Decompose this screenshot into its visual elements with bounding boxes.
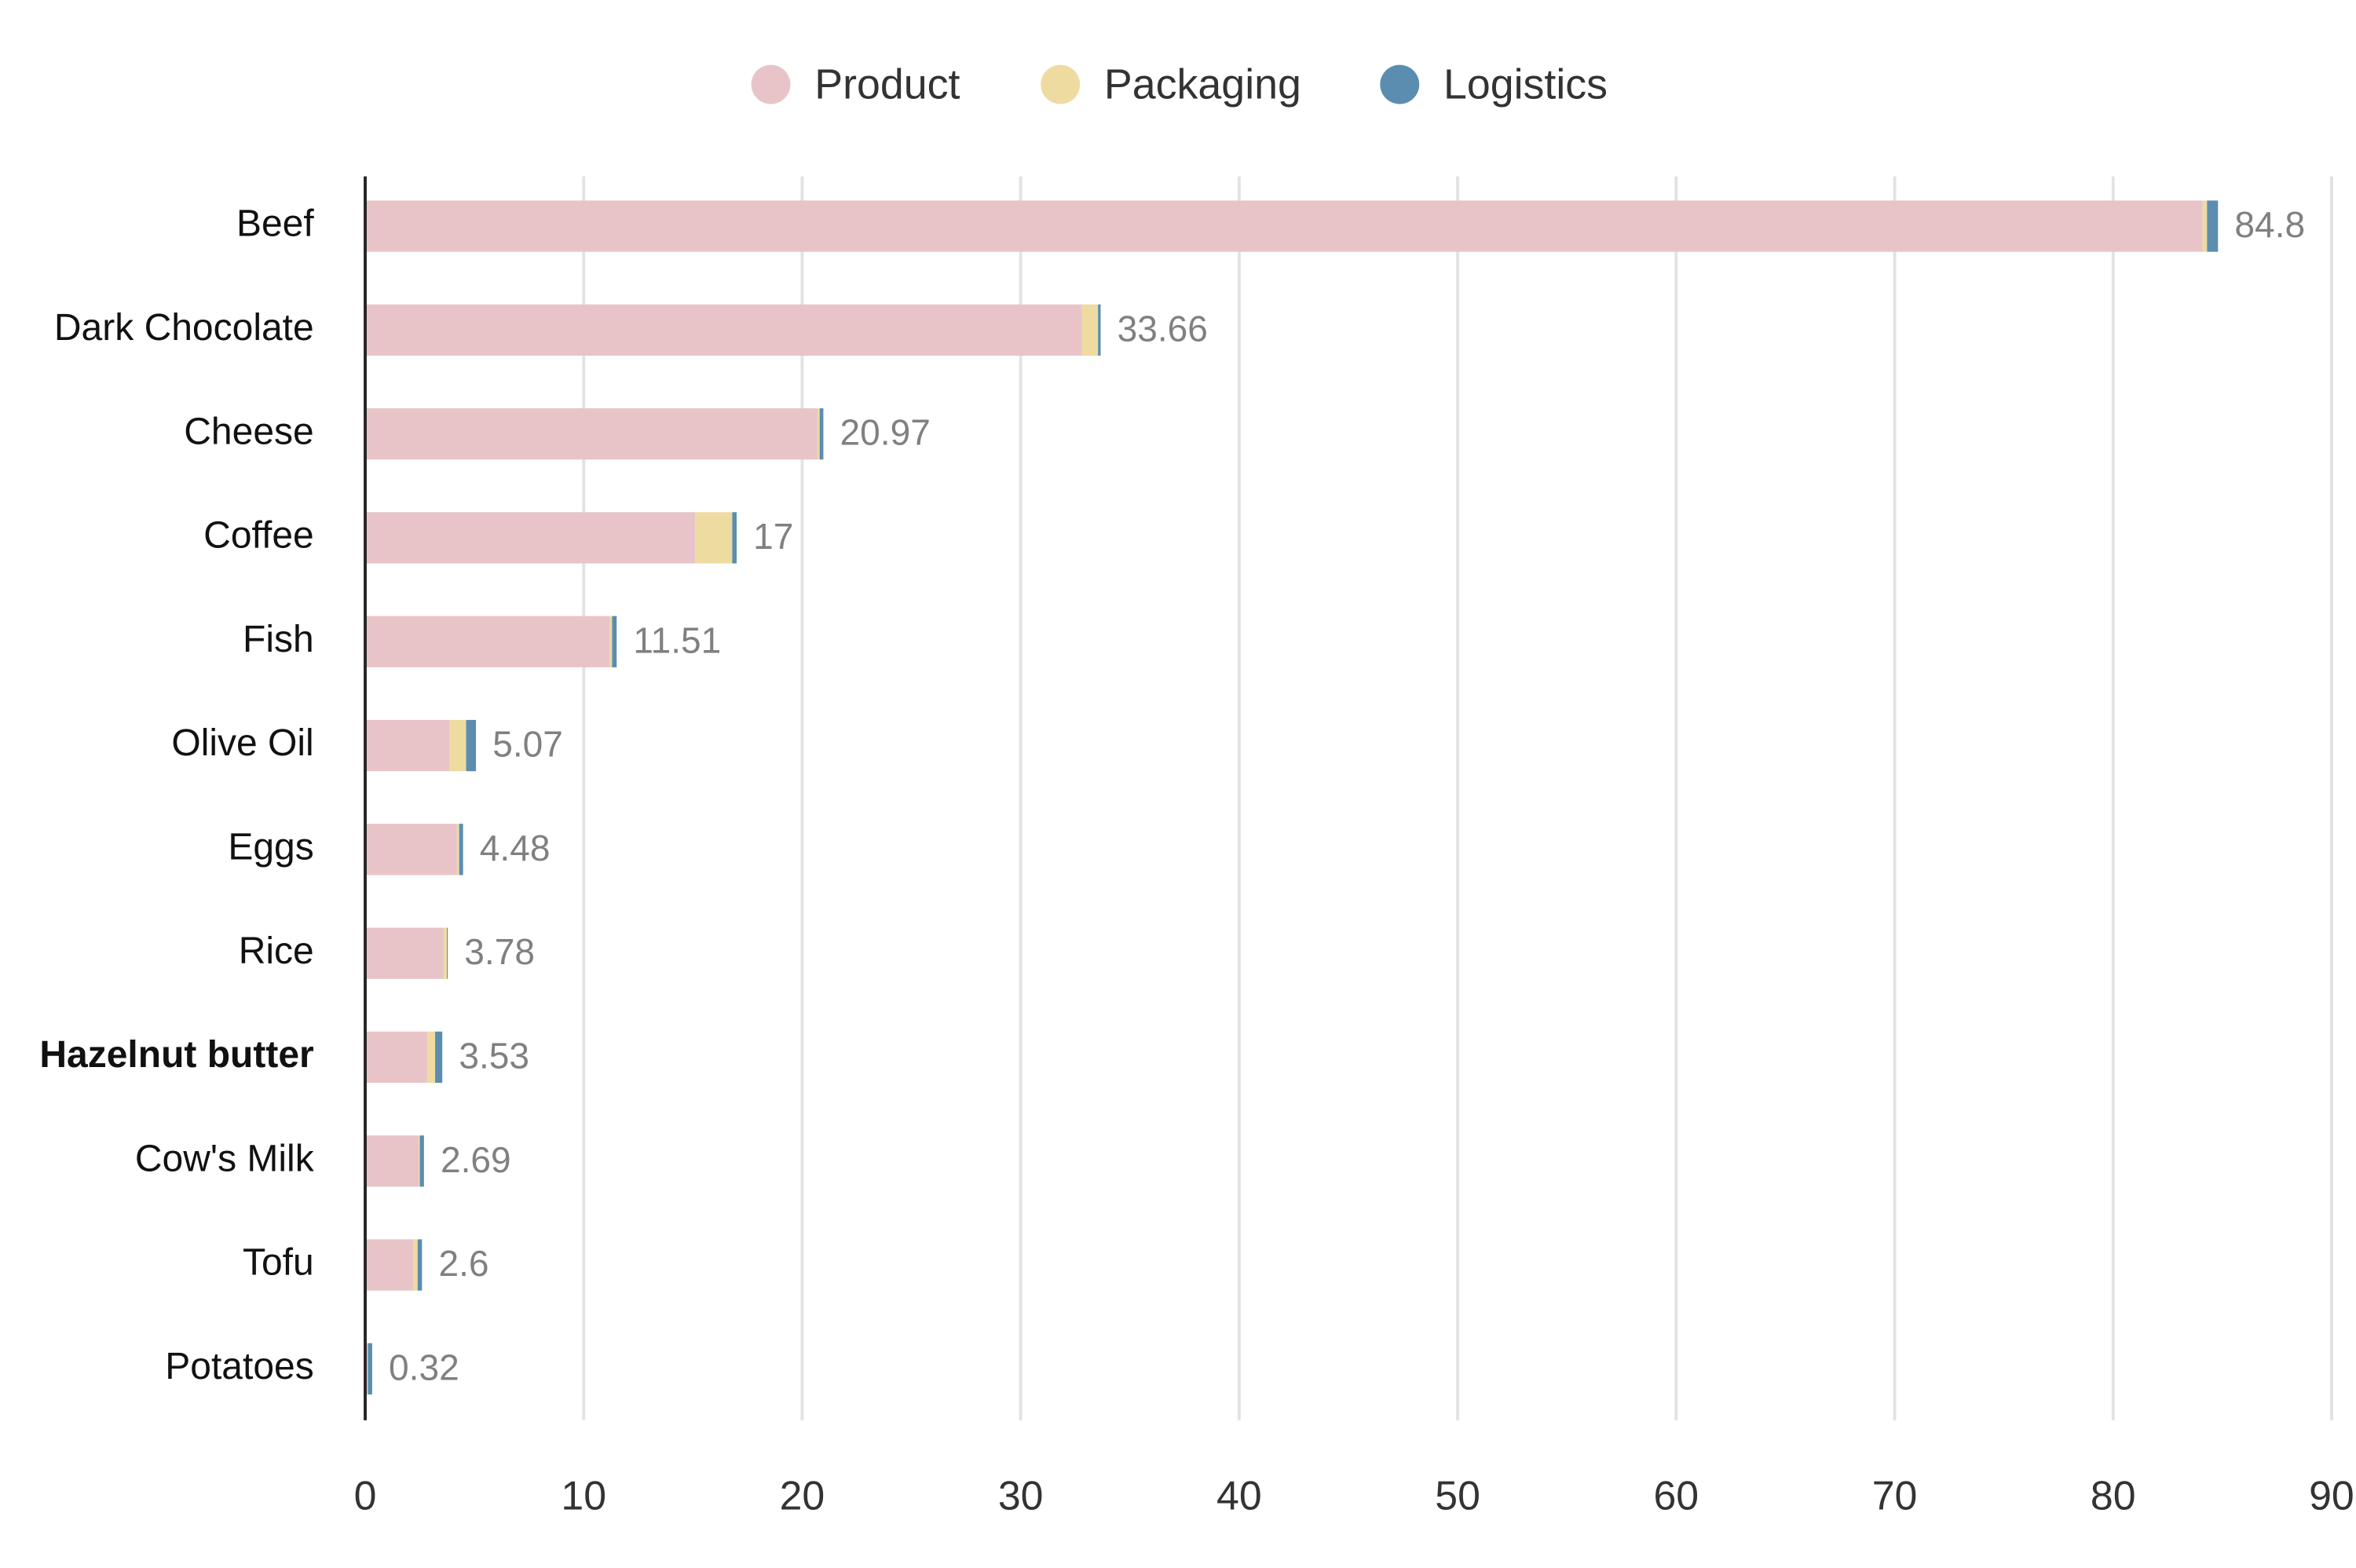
bar-segment — [427, 1031, 436, 1084]
x-tick-label: 50 — [1435, 1472, 1480, 1518]
bar-segment — [1098, 304, 1101, 356]
bar-segment — [365, 304, 1082, 356]
bar-segment — [444, 927, 448, 979]
bar-segment — [365, 927, 444, 979]
category-label: Hazelnut butter — [39, 1034, 313, 1076]
total-label: 2.69 — [441, 1139, 511, 1180]
bar-segment — [1081, 304, 1099, 356]
bar-segment — [365, 1031, 428, 1084]
category-label: Tofu — [243, 1242, 314, 1284]
labels: 0 10 20 30 40 50 60 70 80 90 Beef 84.8 Dark Chocolat… — [39, 203, 2354, 1519]
bar-segment — [365, 512, 696, 564]
bar-segment — [2202, 200, 2208, 252]
bars — [365, 200, 2219, 1394]
bar-segment — [817, 408, 820, 460]
category-label: Rice — [239, 930, 314, 972]
bar-segment — [609, 616, 613, 667]
bar-segment — [365, 1239, 414, 1291]
x-tick-label: 20 — [780, 1472, 825, 1518]
bar-segment — [695, 512, 733, 564]
category-label: Dark Chocolate — [54, 307, 314, 349]
total-label: 20.97 — [840, 412, 931, 453]
bar-segment — [417, 1239, 423, 1291]
total-label: 11.51 — [633, 620, 721, 660]
category-label: Coffee — [203, 515, 314, 557]
legend-label: Packaging — [1104, 61, 1301, 108]
bar-segment — [456, 824, 459, 875]
x-tick-label: 0 — [354, 1472, 377, 1518]
x-tick-label: 40 — [1216, 1472, 1262, 1518]
total-label: 3.78 — [464, 931, 535, 972]
bar-segment — [413, 1239, 418, 1291]
category-label: Eggs — [228, 827, 313, 868]
bar-segment — [435, 1031, 443, 1084]
x-tick-label: 10 — [561, 1472, 606, 1518]
bar-segment — [365, 824, 457, 875]
x-tick-label: 80 — [2091, 1472, 2136, 1518]
category-label: Potatoes — [165, 1346, 313, 1387]
x-tick-label: 90 — [2309, 1472, 2354, 1518]
x-tick-label: 70 — [1872, 1472, 1918, 1518]
category-label: Fish — [243, 619, 314, 660]
category-label: Cow's Milk — [135, 1138, 315, 1179]
legend-marker — [1041, 64, 1081, 104]
category-label: Cheese — [184, 411, 313, 452]
grid — [582, 176, 2333, 1420]
legend-marker — [751, 64, 791, 104]
bar-segment — [449, 719, 466, 772]
category-label: Olive Oil — [171, 722, 313, 764]
total-label: 3.53 — [459, 1036, 529, 1076]
bar-segment — [365, 408, 818, 460]
legend: Product Packaging Logistics — [751, 61, 1608, 108]
bar-segment — [368, 1343, 372, 1394]
bar-segment — [365, 616, 610, 667]
bar-segment — [365, 1135, 419, 1187]
bar-segment — [365, 200, 2203, 252]
x-tick-label: 30 — [998, 1472, 1044, 1518]
bar-segment — [819, 408, 824, 460]
category-label: Beef — [236, 203, 314, 245]
total-label: 33.66 — [1118, 308, 1208, 349]
total-label: 0.32 — [389, 1347, 459, 1387]
total-label: 5.07 — [492, 724, 563, 765]
bar-segment — [466, 719, 477, 772]
bar-segment — [732, 512, 737, 564]
legend-label: Product — [814, 61, 960, 108]
bar-segment — [419, 1135, 424, 1187]
total-label: 17 — [753, 516, 793, 557]
legend-marker — [1380, 64, 1420, 104]
bar-segment — [447, 927, 448, 979]
total-label: 4.48 — [480, 828, 551, 868]
bar-segment — [365, 719, 450, 772]
x-tick-label: 60 — [1653, 1472, 1699, 1518]
total-label: 84.8 — [2234, 204, 2305, 245]
bar-segment — [612, 616, 617, 667]
bar-segment — [2207, 200, 2219, 252]
legend-label: Logistics — [1443, 61, 1608, 108]
bar-segment — [459, 824, 463, 875]
total-label: 2.6 — [438, 1243, 488, 1284]
